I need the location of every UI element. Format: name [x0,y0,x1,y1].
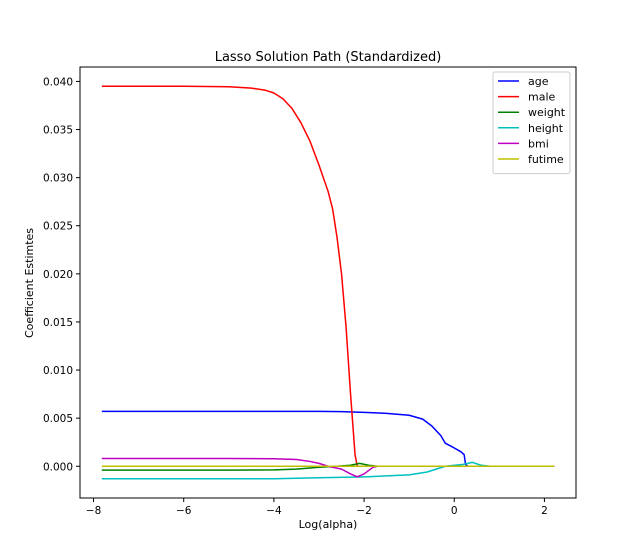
legend-label-male: male [528,91,556,104]
series-line-height [101,461,555,480]
x-tick-label: 0 [451,505,458,517]
x-axis-ticks: −8 −6 −4 −2 0 2 [86,498,548,517]
x-tick-label: −4 [266,505,282,517]
y-tick-label: 0.000 [43,461,73,473]
x-tick-label: 2 [541,505,548,517]
y-tick-label: 0.020 [43,269,73,281]
y-tick-label: 0.040 [43,76,73,88]
x-tick-label: −2 [356,505,371,517]
y-axis-ticks: 0.000 0.005 0.010 0.015 0.020 0.025 0.030 0.035… [43,76,80,473]
plot-frame [79,66,577,499]
legend-label-weight: weight [528,106,566,119]
y-tick-label: 0.025 [43,221,73,233]
x-tick-label: −6 [176,505,192,517]
series-line-male [101,85,555,467]
x-axis-label: Log(alpha) [299,518,358,531]
y-axis-label: Coefficient Estimtes [23,228,36,338]
y-tick-label: 0.010 [43,365,73,377]
legend: age male weight height bmi futime [492,71,571,175]
series-line-age [101,410,555,467]
legend-box [492,71,571,175]
chart-title: Lasso Solution Path (Standardized) [215,50,442,65]
legend-label-age: age [528,75,549,88]
series-line-bmi [101,457,555,478]
legend-label-futime: futime [528,153,564,166]
plot-lines [101,85,555,480]
y-tick-label: 0.035 [43,125,73,137]
legend-label-height: height [528,122,564,135]
y-tick-label: 0.015 [43,317,73,329]
y-tick-label: 0.030 [43,173,73,185]
legend-label-bmi: bmi [528,137,549,150]
x-tick-label: −8 [86,505,101,517]
y-tick-label: 0.005 [43,413,73,425]
